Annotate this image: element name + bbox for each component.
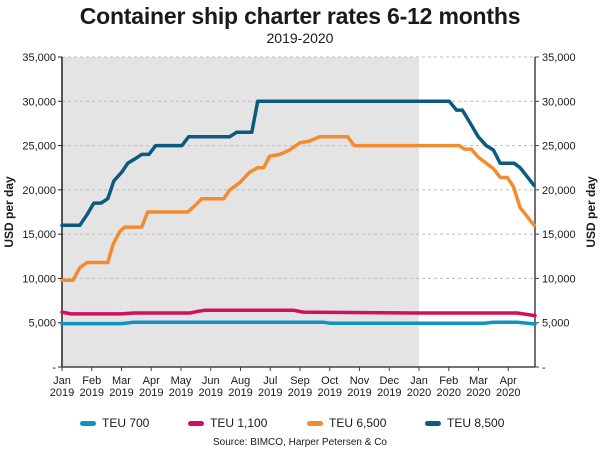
- y-tick-label-left: 25,000: [22, 141, 56, 153]
- x-tick-label-month: Apr: [143, 375, 160, 387]
- x-tick-label-year: 2019: [258, 387, 282, 399]
- y-tick-label-right: 15,000: [542, 229, 576, 241]
- legend-swatch-teu-8500: [425, 420, 441, 426]
- x-tick-label-year: 2019: [377, 387, 401, 399]
- x-tick-label-year: 2019: [109, 387, 133, 399]
- legend: TEU 700 TEU 1,100 TEU 6,500 TEU 8,500: [0, 416, 600, 434]
- x-tick-label-year: 2019: [288, 387, 312, 399]
- legend-item-teu-6500: TEU 6,500: [307, 416, 386, 430]
- x-tick-label-year: 2019: [317, 387, 341, 399]
- y-tick-label-right: 20,000: [542, 185, 576, 197]
- x-tick-label-month: Sep: [290, 375, 310, 387]
- legend-swatch-teu-6500: [307, 420, 323, 426]
- y-tick-label-right: 35,000: [542, 52, 576, 64]
- x-tick-label-month: Jan: [410, 375, 428, 387]
- source-note: Source: BIMCO, Harper Petersen & Co: [213, 437, 387, 448]
- chart-title: Container ship charter rates 6-12 months: [79, 3, 521, 29]
- y-tick-label-right: 5,000: [542, 318, 570, 330]
- y-tick-label-left: 20,000: [22, 185, 56, 197]
- y-tick-label-right: -: [542, 362, 546, 374]
- legend-label: TEU 8,500: [447, 416, 505, 430]
- legend-item-teu-1100: TEU 1,100: [188, 416, 267, 430]
- legend-swatch-teu-700: [80, 420, 96, 426]
- legend-item-teu-700: TEU 700: [80, 416, 149, 430]
- y-tick-label-left: -: [52, 362, 56, 374]
- y-tick-label-left: 10,000: [22, 273, 56, 285]
- x-tick-label-month: Apr: [500, 375, 517, 387]
- legend-label: TEU 6,500: [329, 416, 387, 430]
- y-axis-title-left: USD per day: [2, 176, 16, 248]
- x-tick-label-month: May: [171, 375, 192, 387]
- y-tick-label-right: 30,000: [542, 96, 576, 108]
- x-tick-label-year: 2019: [139, 387, 163, 399]
- x-tick-label-year: 2020: [496, 387, 520, 399]
- x-tick-label-month: Feb: [82, 375, 101, 387]
- x-tick-label-month: Jan: [53, 375, 71, 387]
- legend-label: TEU 700: [102, 416, 150, 430]
- left-y-axis: - 5,000 10,000 15,000 20,000 25,000 30,000 35,0…: [22, 52, 63, 374]
- x-tick-label-year: 2019: [198, 387, 222, 399]
- x-axis: Jan2019Feb2019Mar2019Apr2019May2019Jun20…: [50, 366, 535, 399]
- legend-item-teu-8500: TEU 8,500: [425, 416, 504, 430]
- y-tick-label-left: 30,000: [22, 96, 56, 108]
- y-tick-label-right: 10,000: [542, 273, 576, 285]
- series-line-teu-700: [60, 320, 537, 326]
- legend-swatch-teu-1100: [188, 420, 204, 426]
- series-lines: [60, 99, 537, 326]
- x-tick-label-month: Aug: [231, 375, 251, 387]
- y-axis-title-right: USD per day: [584, 176, 598, 248]
- shaded-region-2019: [62, 57, 419, 367]
- x-tick-label-year: 2020: [407, 387, 431, 399]
- series-line-teu-6-500: [60, 134, 536, 282]
- x-tick-label-month: Jul: [263, 375, 277, 387]
- x-tick-label-year: 2020: [436, 387, 460, 399]
- line-chart: - 5,000 10,000 15,000 20,000 25,000 30,000 35,0…: [2, 52, 598, 399]
- x-tick-label-year: 2019: [50, 387, 74, 399]
- x-tick-label-year: 2020: [466, 387, 490, 399]
- x-tick-label-year: 2019: [228, 387, 252, 399]
- x-tick-label-month: Jun: [202, 375, 220, 387]
- legend-label: TEU 1,100: [210, 416, 268, 430]
- y-tick-label-right: 25,000: [542, 141, 576, 153]
- chart-subtitle: 2019-2020: [266, 30, 334, 46]
- right-y-axis: - 5,000 10,000 15,000 20,000 25,000 30,000 35,0…: [534, 52, 576, 374]
- x-tick-label-month: Mar: [112, 375, 131, 387]
- x-tick-label-month: Feb: [439, 375, 458, 387]
- x-tick-label-month: Mar: [469, 375, 488, 387]
- x-tick-label-month: Nov: [350, 375, 370, 387]
- x-tick-label-year: 2019: [169, 387, 193, 399]
- series-line-teu-8-500: [60, 99, 536, 228]
- y-tick-label-left: 35,000: [22, 52, 56, 64]
- x-tick-label-month: Oct: [321, 375, 338, 387]
- series-line-teu-1-100: [60, 308, 537, 318]
- y-tick-label-left: 15,000: [22, 229, 56, 241]
- x-tick-label-month: Dec: [379, 375, 399, 387]
- x-tick-label-year: 2019: [347, 387, 371, 399]
- x-tick-label-year: 2019: [80, 387, 104, 399]
- y-tick-label-left: 5,000: [28, 318, 56, 330]
